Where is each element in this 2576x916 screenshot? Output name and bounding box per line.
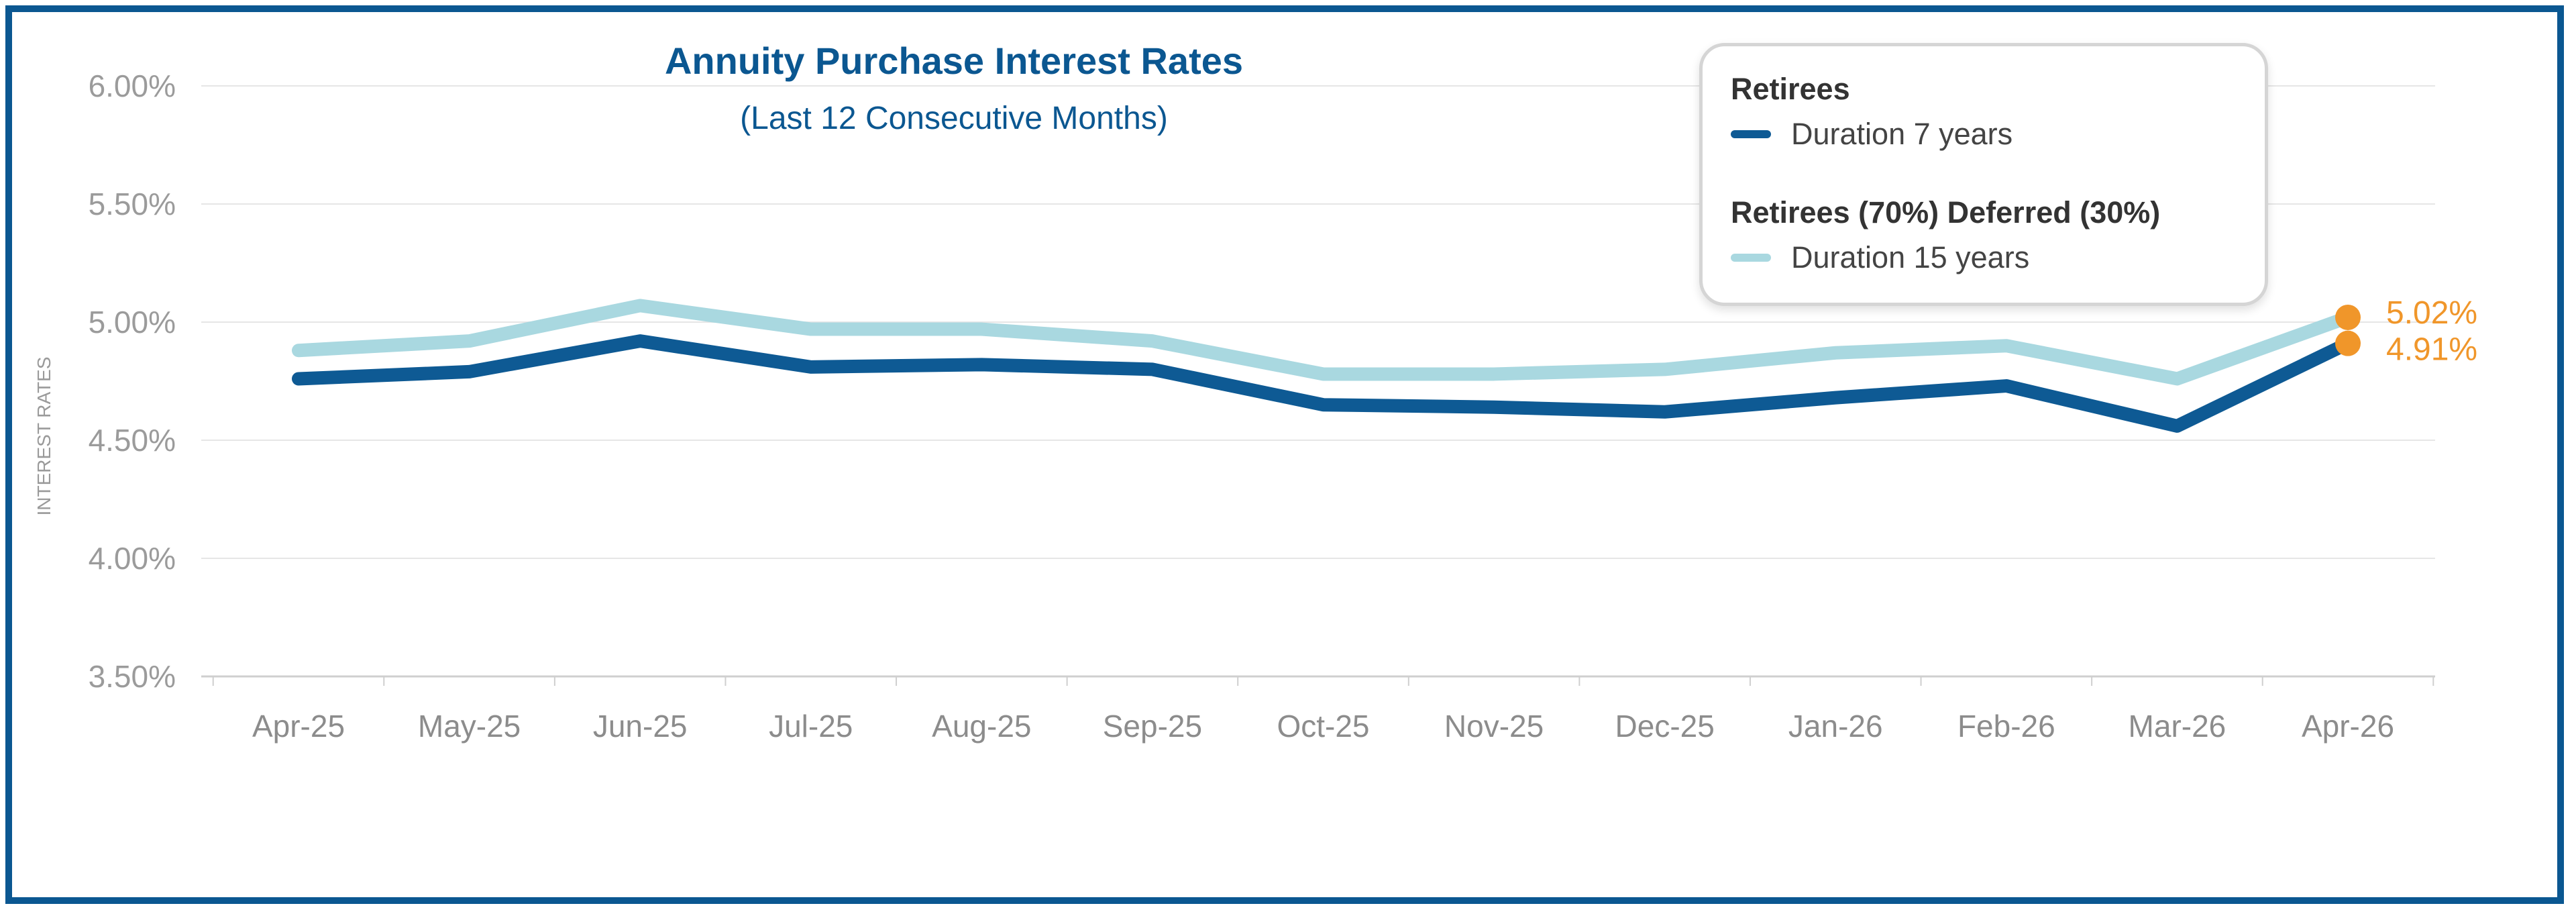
series-line-duration-15	[292, 299, 2355, 386]
chart-title: Annuity Purchase Interest Rates	[665, 40, 1243, 82]
x-tick-label: Aug-25	[932, 709, 1031, 744]
x-tick-label: Nov-25	[1444, 709, 1544, 744]
y-tick-label: 3.50%	[89, 659, 176, 694]
chart-subtitle: (Last 12 Consecutive Months)	[740, 101, 1168, 136]
end-marker-duration-7	[2335, 330, 2361, 356]
legend-group-retirees: Retirees	[1731, 72, 1850, 106]
legend: Retirees Duration 7 years Retirees (70%)…	[1699, 43, 2268, 306]
y-tick-label: 4.00%	[89, 541, 176, 576]
x-tick-label: Mar-26	[2129, 709, 2226, 744]
y-axis: 3.50% 4.00% 4.50% 5.00% 5.50% 6.00%	[89, 68, 176, 694]
x-tick-label: Apr-26	[2302, 709, 2394, 744]
y-tick-label: 6.00%	[89, 68, 176, 103]
legend-label-duration-15: Duration 15 years	[1791, 240, 2030, 274]
x-tick-label: Feb-26	[1957, 709, 2055, 744]
y-axis-label: INTEREST RATES	[34, 356, 54, 515]
x-tick-label: Sep-25	[1103, 709, 1202, 744]
x-tick-label: Oct-25	[1277, 709, 1369, 744]
legend-item-duration-15: Duration 15 years	[1731, 240, 2029, 275]
end-labels: 4.91%5.02%	[2335, 295, 2477, 368]
legend-group-retirees-deferred: Retirees (70%) Deferred (30%)	[1731, 195, 2161, 230]
legend-swatch-light-blue	[1731, 254, 1771, 262]
end-label-duration-15: 5.02%	[2386, 295, 2477, 331]
x-tick-label: Apr-25	[252, 709, 345, 744]
series-layer	[292, 299, 2355, 433]
legend-label-duration-7: Duration 7 years	[1791, 117, 2013, 151]
x-tick-label: Jun-25	[593, 709, 688, 744]
x-axis: Apr-25 May-25 Jun-25 Jul-25 Aug-25 Sep-25 Oct-…	[212, 676, 2434, 744]
y-tick-label: 5.00%	[89, 305, 176, 340]
x-tick-label: Jan-26	[1788, 709, 1883, 744]
legend-swatch-dark-blue	[1731, 130, 1771, 138]
series-line-duration-7	[292, 334, 2355, 433]
end-label-duration-7: 4.91%	[2386, 332, 2477, 368]
y-tick-label: 5.50%	[89, 187, 176, 221]
x-tick-label: Dec-25	[1615, 709, 1715, 744]
end-marker-duration-15	[2335, 304, 2361, 330]
y-tick-label: 4.50%	[89, 423, 176, 458]
legend-item-duration-7: Duration 7 years	[1731, 117, 2012, 152]
x-tick-label: May-25	[418, 709, 521, 744]
x-tick-label: Jul-25	[769, 709, 853, 744]
